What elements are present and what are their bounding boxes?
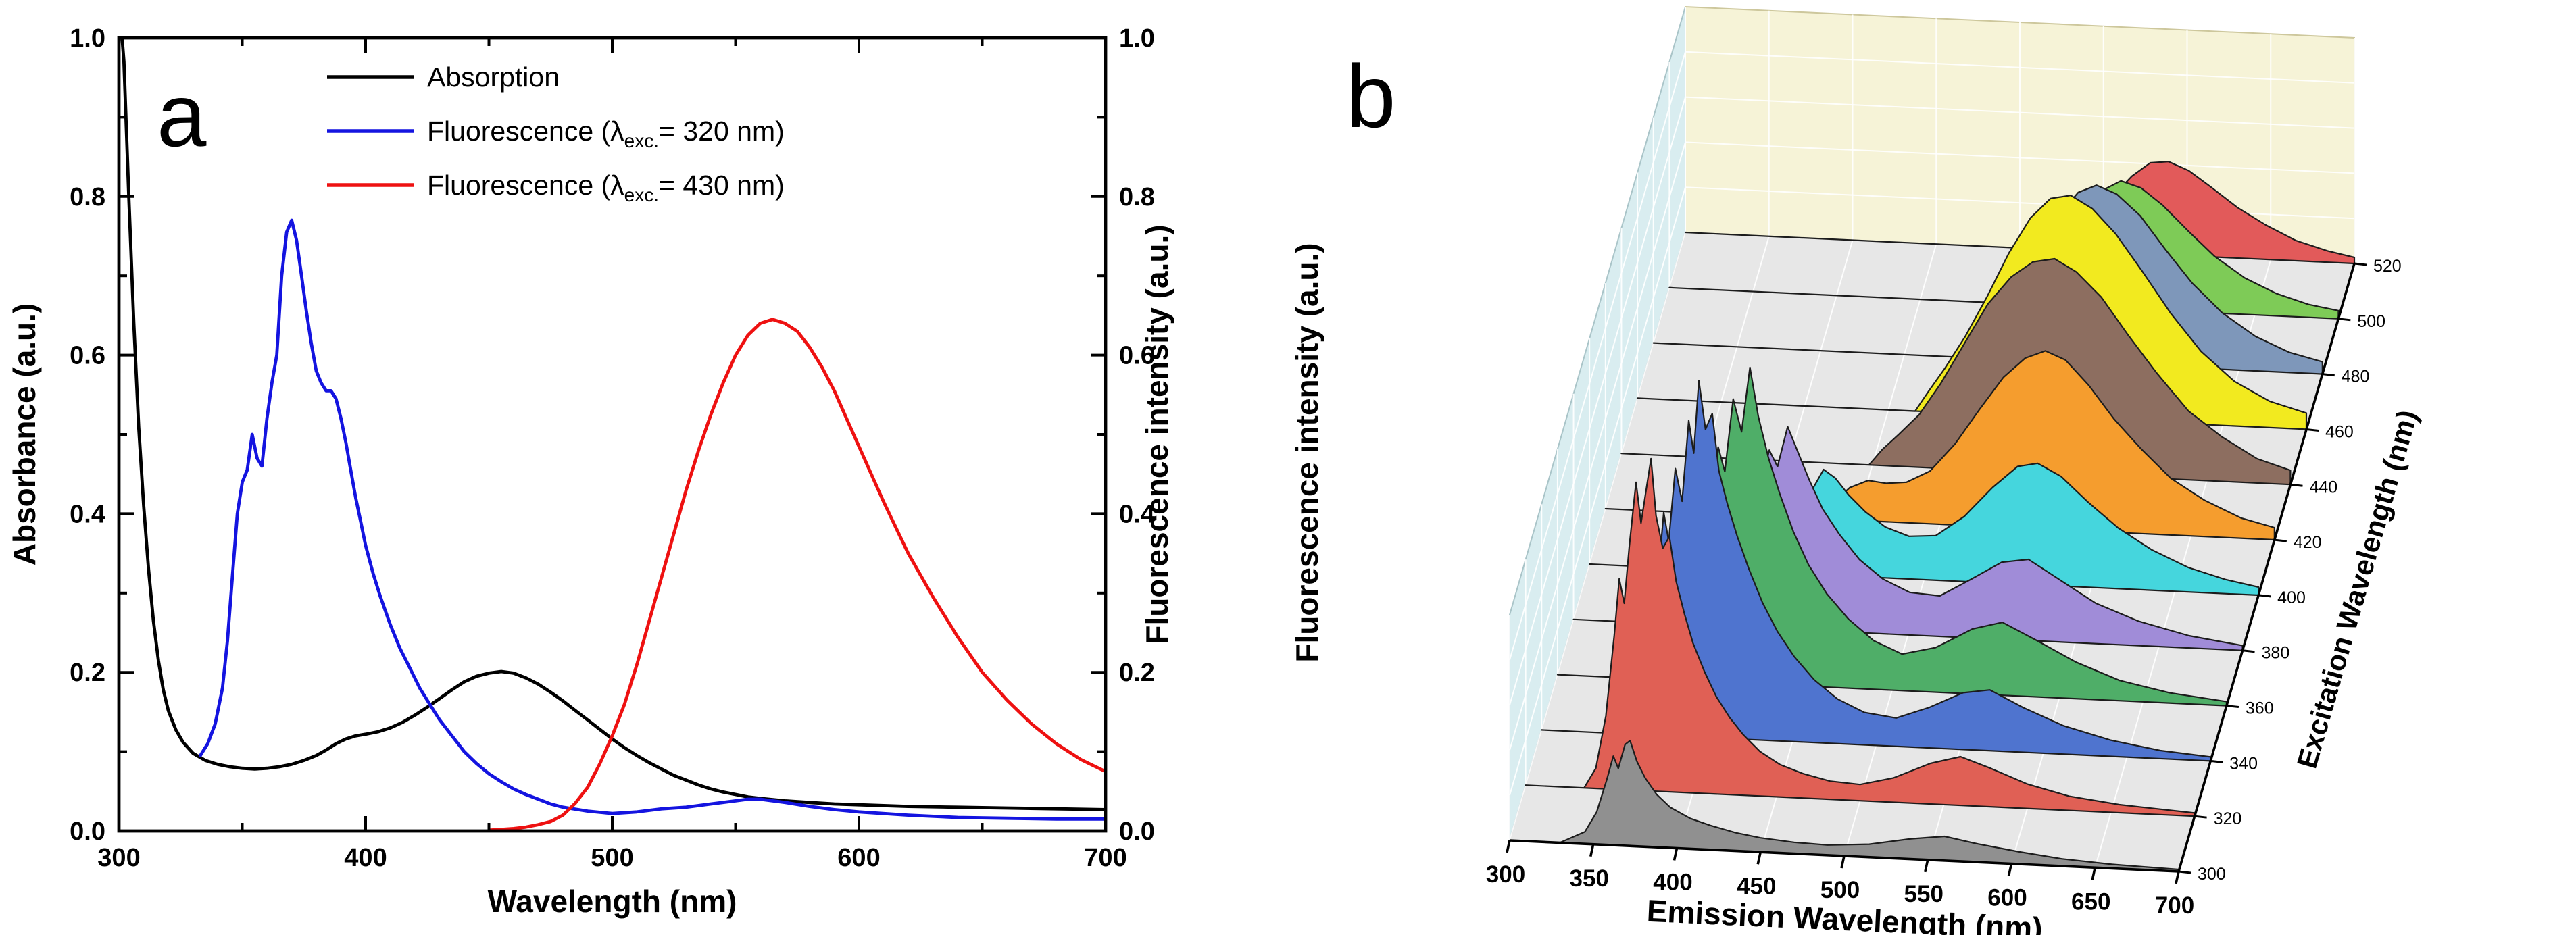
z-tick-label: 380: [2262, 644, 2290, 663]
z-tick: [2226, 705, 2239, 709]
x-tick: [2091, 867, 2097, 880]
x-tick-label: 600: [1987, 885, 2027, 911]
y-right-tick-label: 0.2: [1119, 659, 1155, 687]
x-tick: [1673, 848, 1679, 861]
x-tick-label: 300: [1486, 861, 1525, 888]
y-left-tick-label: 0.6: [70, 342, 105, 370]
z-tick: [2242, 649, 2255, 653]
x-tick-label: 500: [591, 844, 633, 872]
z-tick-label: 360: [2246, 699, 2274, 718]
x-tick: [1589, 844, 1595, 857]
curve-absorption: [120, 38, 1106, 811]
x-tick: [1756, 851, 1762, 865]
floor-grid-depth: [1509, 232, 1686, 841]
y-axis-title: Fluorescence intensity (a.u.): [1289, 243, 1324, 662]
chart-b-svg: 300 350 400 450 500 550 600 650 7003003203403603…: [1289, 5, 2424, 935]
x-tick-label: 650: [2071, 888, 2110, 915]
y-left-tick-label: 0.4: [70, 500, 105, 528]
x-tick-label: 300: [97, 844, 140, 872]
panel-letter-b: b: [1346, 47, 1395, 146]
x-axis-title: Wavelength (nm): [488, 884, 737, 919]
y-left-tick-label: 0.8: [70, 183, 105, 211]
y-right-tick-label: 0.8: [1119, 183, 1155, 211]
back-wall-grid-h: [1685, 141, 2355, 174]
left-wall-grid-h: [1509, 142, 1686, 751]
panel-b-3d-waterfall-chart: 300 350 400 450 500 550 600 650 700 300 320 340 360 3…: [1195, 0, 2576, 935]
left-wall-grid-h: [1509, 51, 1686, 661]
z-tick: [2322, 373, 2335, 377]
x-tick: [1923, 859, 1929, 873]
left-wall-grid-h: [1509, 186, 1686, 796]
y-right-tick-label: 0.6: [1119, 342, 1155, 370]
z-tick-label: 340: [2229, 754, 2258, 773]
curves-group: [120, 38, 1106, 831]
z-tick-label: 300: [2198, 865, 2226, 884]
y-left-tick-label: 1.0: [70, 24, 105, 53]
z-tick-label: 400: [2277, 588, 2306, 607]
z-tick: [2290, 483, 2303, 487]
x-tick-label: 400: [1653, 869, 1692, 896]
x-tick-label: 700: [2155, 892, 2194, 919]
z-axis-title: Excitation Wavelength (nm): [2291, 407, 2424, 772]
z-tick: [2274, 538, 2287, 542]
x-tick-label: 600: [837, 844, 880, 872]
curve-fluorescence-430: [487, 318, 1106, 831]
back-wall-grid-h: [1685, 51, 2355, 84]
panel-letter-a: a: [157, 66, 207, 165]
z-tick-label: 440: [2309, 478, 2337, 497]
z-tick: [2338, 318, 2351, 322]
left-wall-grid-h: [1509, 97, 1686, 705]
x-tick-label: 700: [1084, 844, 1126, 872]
z-tick: [2194, 815, 2207, 819]
z-tick: [2258, 594, 2271, 598]
x-tick-label: 350: [1570, 865, 1609, 892]
y-axis-title-right: Fluorescence intensity (a.u.): [1139, 224, 1174, 644]
y-right-tick-label: 1.0: [1119, 24, 1155, 53]
x-tick-label: 450: [1737, 873, 1776, 899]
z-tick: [2178, 870, 2191, 874]
z-tick: [2354, 262, 2367, 266]
z-axis-line: [2177, 263, 2356, 872]
x-tick-label: 550: [1904, 881, 1943, 907]
waterfall-series-exc-300: [1508, 740, 2180, 873]
panel-a-absorption-fluorescence-chart: 300 400 500 600 700 0.0 0.0 0.2 0.2 0.4 0.4 0.6 0.6 0…: [0, 0, 1195, 935]
z-tick-label: 420: [2294, 533, 2322, 552]
x-tick: [1840, 855, 1846, 869]
x-tick: [1506, 840, 1511, 853]
x-tick: [2175, 871, 2180, 884]
z-tick-label: 460: [2325, 422, 2354, 441]
z-tick-label: 320: [2214, 809, 2242, 828]
legend-label: Fluorescence (λexc.= 430 nm): [427, 170, 785, 205]
x-tick-label: 500: [1820, 877, 1860, 903]
z-tick-label: 520: [2373, 257, 2402, 276]
back-wall-grid-h: [1685, 96, 2355, 129]
y-right-tick-label: 0.0: [1119, 817, 1155, 846]
y-left-tick-label: 0.0: [70, 817, 105, 846]
legend-label: Absorption: [427, 61, 560, 93]
waterfall-series-exc-340: [1541, 380, 2212, 762]
y-axis-title-left: Absorbance (a.u.): [7, 303, 42, 566]
y-right-tick-label: 0.4: [1119, 500, 1155, 528]
y-left-tick-label: 0.2: [70, 659, 105, 687]
z-tick-label: 500: [2357, 312, 2385, 331]
z-tick-label: 480: [2342, 368, 2370, 386]
legend-label: Fluorescence (λexc.= 320 nm): [427, 116, 785, 151]
x-tick-label: 400: [344, 844, 387, 872]
axes-box: [117, 36, 1108, 833]
z-tick: [2210, 759, 2223, 763]
waterfall-series-exc-420: [1604, 350, 2275, 541]
z-tick: [2306, 428, 2319, 432]
x-tick: [2007, 863, 2013, 876]
curve-fluorescence-320: [199, 218, 1106, 821]
waterfall-series-exc-320: [1525, 457, 2196, 817]
